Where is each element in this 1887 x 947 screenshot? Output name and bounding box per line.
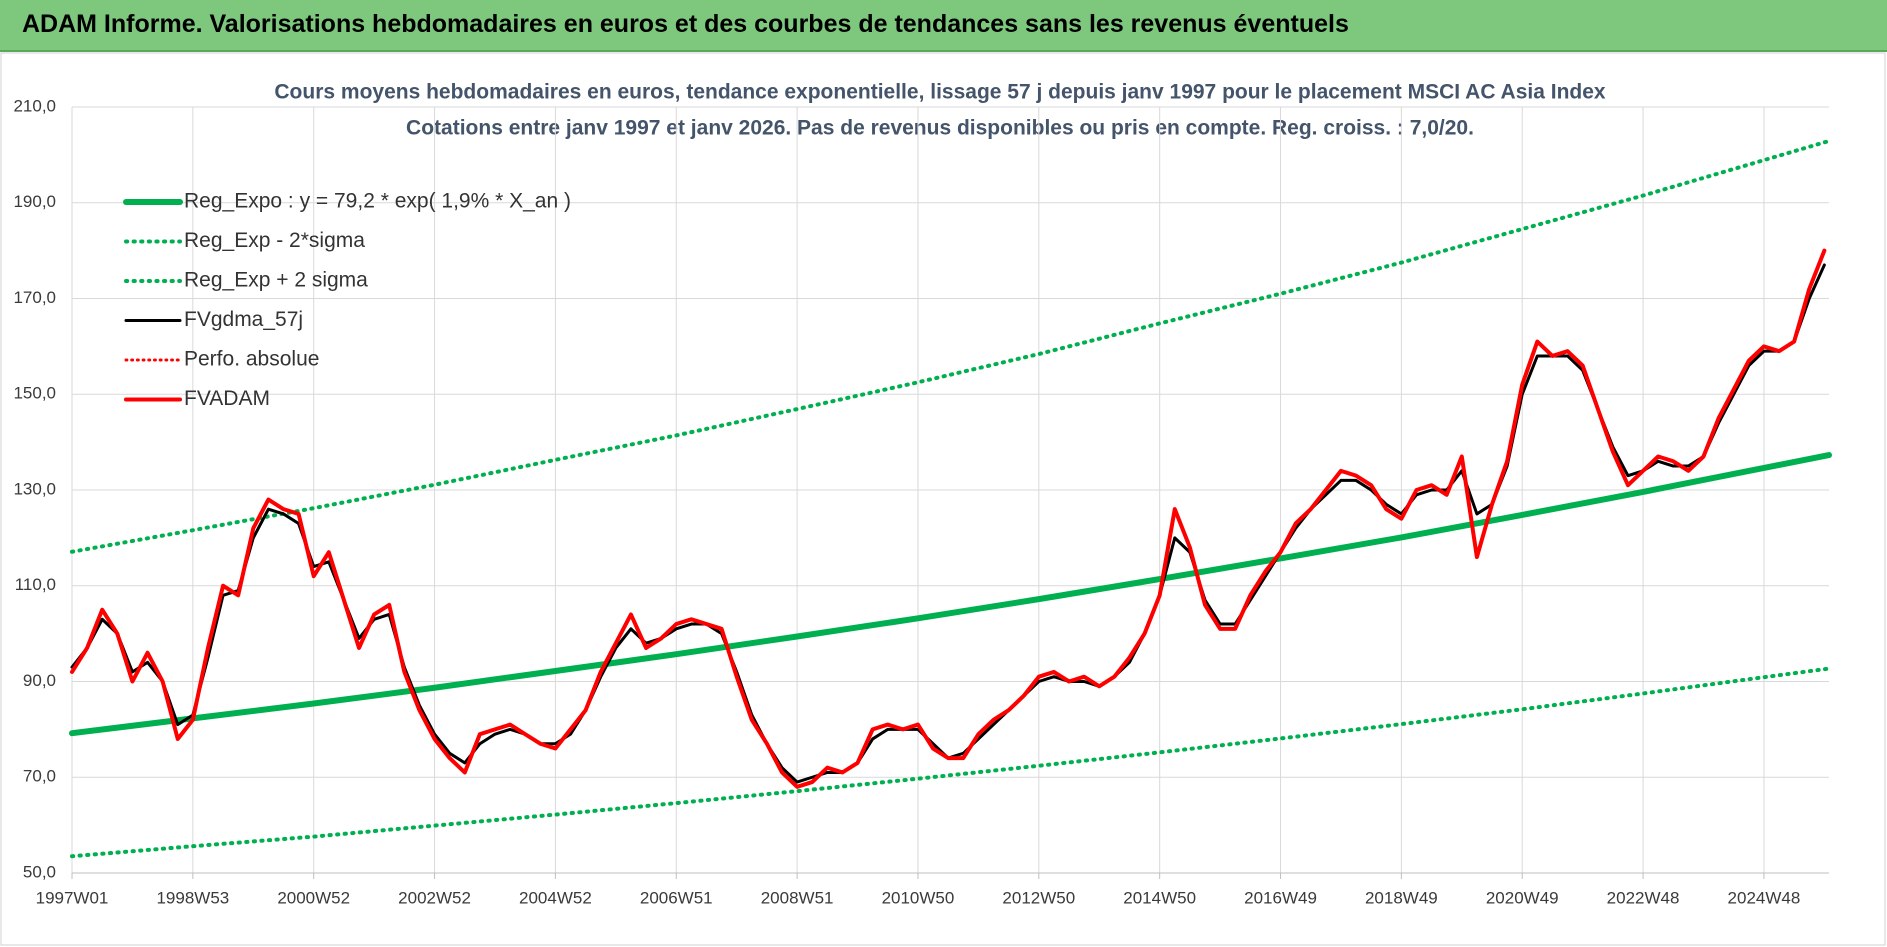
- y-tick-label: 210,0: [13, 96, 56, 115]
- x-tick-label: 2004W52: [519, 888, 592, 907]
- y-tick-label: 170,0: [13, 288, 56, 307]
- y-tick-label: 190,0: [13, 192, 56, 211]
- x-tick-label: 2018W49: [1365, 888, 1438, 907]
- x-tick-label: 1998W53: [156, 888, 229, 907]
- chart-subtitle: Cotations entre janv 1997 et janv 2026. …: [406, 117, 1474, 140]
- x-tick-label: 2016W49: [1244, 888, 1317, 907]
- x-tick-label: 2006W51: [640, 888, 713, 907]
- y-tick-label: 70,0: [23, 767, 56, 786]
- legend-label: FVgdma_57j: [184, 308, 303, 331]
- x-tick-label: 2024W48: [1728, 888, 1801, 907]
- x-tick-label: 2000W52: [277, 888, 350, 907]
- series-line: [70, 248, 1827, 789]
- x-tick-label: 1997W01: [36, 888, 109, 907]
- series-line: [69, 452, 1832, 737]
- y-tick-label: 130,0: [13, 479, 56, 498]
- legend-label: FVADAM: [184, 387, 270, 410]
- chart: Cours moyens hebdomadaires en euros, ten…: [0, 52, 1886, 946]
- legend-label: Perfo. absolue: [184, 348, 319, 371]
- x-tick-label: 2002W52: [398, 888, 471, 907]
- legend-label: Reg_Exp + 2 sigma: [184, 269, 368, 292]
- series-line: [70, 138, 1831, 554]
- y-tick-label: 110,0: [15, 575, 56, 594]
- x-tick-label: 2022W48: [1607, 888, 1680, 907]
- y-tick-label: 150,0: [13, 384, 56, 403]
- chart-title: Cours moyens hebdomadaires en euros, ten…: [274, 81, 1606, 104]
- legend-label: Reg_Expo : y = 79,2 * exp( 1,9% * X_an ): [184, 190, 571, 213]
- x-tick-label: 2010W50: [882, 888, 955, 907]
- chart-frame: [0, 52, 1886, 946]
- x-tick-label: 2008W51: [761, 888, 834, 907]
- y-tick-label: 90,0: [23, 671, 56, 690]
- x-tick-label: 2012W50: [1002, 888, 1075, 907]
- legend-label: Reg_Exp - 2*sigma: [184, 229, 365, 252]
- x-tick-label: 2020W49: [1486, 888, 1559, 907]
- header-title: ADAM Informe. Valorisations hebdomadaire…: [22, 10, 1349, 38]
- header-bar: ADAM Informe. Valorisations hebdomadaire…: [0, 0, 1887, 52]
- series-line: [70, 666, 1831, 859]
- x-tick-label: 2014W50: [1123, 888, 1196, 907]
- y-tick-label: 50,0: [23, 862, 56, 881]
